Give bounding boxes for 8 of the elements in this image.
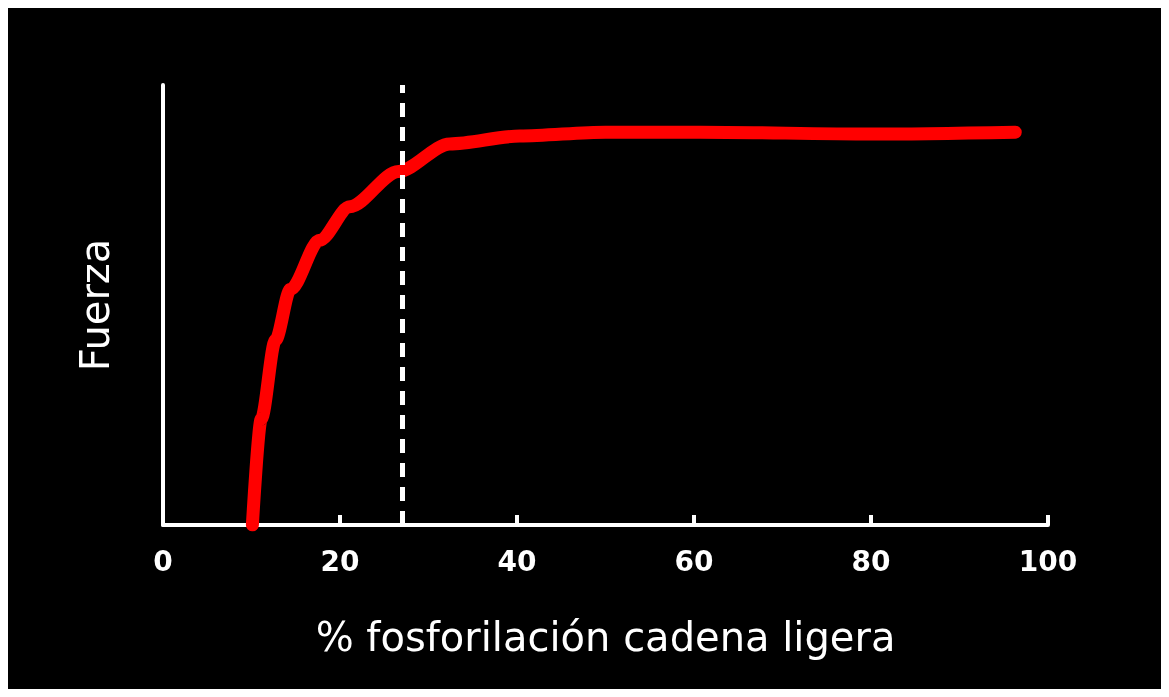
x-tick-label: 0 xyxy=(153,544,173,578)
x-tick-label: 20 xyxy=(320,544,360,578)
y-axis-title: Fuerza xyxy=(72,238,118,372)
x-tick-label: 80 xyxy=(851,544,891,578)
x-tick-label: 100 xyxy=(1018,544,1078,578)
x-axis-title: % fosforilación cadena ligera xyxy=(315,614,896,660)
x-tick-label: 40 xyxy=(497,544,537,578)
x-tick-label: 60 xyxy=(674,544,714,578)
